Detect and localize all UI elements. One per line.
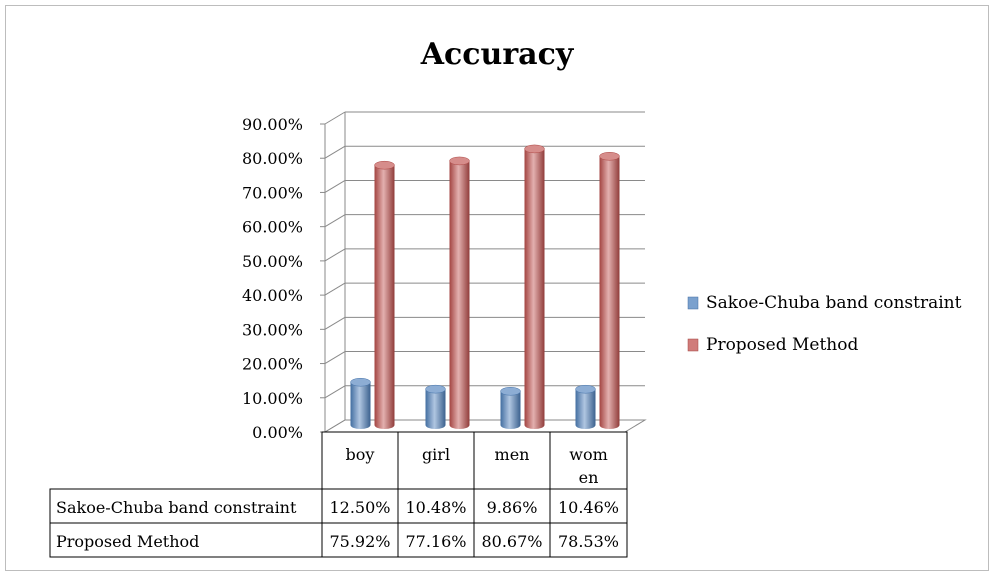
table-cell <box>549 522 628 558</box>
legend-swatch <box>687 338 699 352</box>
gridline-depth <box>324 214 346 228</box>
data-table: boy girl men wom en Sakoe-Chuba band constrai… <box>49 431 628 558</box>
bar <box>524 144 545 430</box>
legend-label: Proposed Method <box>706 335 858 355</box>
table-series-name: Sakoe-Chuba band constraint <box>56 498 297 517</box>
bar <box>500 387 521 429</box>
data-label: 77.16% <box>405 532 466 551</box>
chart-title: Accuracy <box>420 37 575 72</box>
data-label: 10.48% <box>405 498 466 517</box>
bar <box>425 384 446 429</box>
y-tick-label: 0.00% <box>252 423 303 442</box>
x-category-label: boy <box>346 445 375 464</box>
x-category-label: men <box>495 445 530 464</box>
y-tick-label: 50.00% <box>242 252 303 271</box>
data-label: 78.53% <box>558 532 619 551</box>
y-tick-label: 20.00% <box>242 355 303 374</box>
bar <box>575 384 596 429</box>
x-category-label: wom <box>569 445 608 464</box>
y-tick-label: 30.00% <box>242 320 303 339</box>
table-series-name: Proposed Method <box>56 532 199 551</box>
y-tick-label: 40.00% <box>242 286 303 305</box>
y-tick-label: 10.00% <box>242 389 303 408</box>
y-tick-label: 60.00% <box>242 218 303 237</box>
bar <box>449 156 470 429</box>
data-label: 9.86% <box>487 498 538 517</box>
y-tick-label: 80.00% <box>242 149 303 168</box>
plot-area <box>350 144 620 430</box>
x-category-label: girl <box>422 445 450 464</box>
y-tick-label: 70.00% <box>242 183 303 202</box>
gridline-depth <box>324 282 346 296</box>
gridline-depth <box>324 180 346 193</box>
chart-frame <box>5 5 989 571</box>
data-label: 80.67% <box>481 532 542 551</box>
gridline-depth <box>324 385 346 399</box>
data-label: 10.46% <box>558 498 619 517</box>
bar <box>350 377 371 429</box>
gridline-depth <box>324 351 346 364</box>
data-label: 12.50% <box>329 498 390 517</box>
data-label: 75.92% <box>329 532 390 551</box>
floor <box>323 419 647 433</box>
bar <box>599 152 620 430</box>
y-axis: 0.00% 10.00% 20.00% 30.00% 40.00% 50.00% 60.00… <box>242 115 326 442</box>
bar <box>374 160 395 430</box>
legend-swatch <box>687 296 699 310</box>
x-category-label: en <box>579 468 599 487</box>
gridline-depth <box>324 145 346 159</box>
legend: Sakoe-Chuba band constraint Proposed Meth… <box>687 293 962 355</box>
gridline-depth <box>324 111 346 125</box>
y-tick-label: 90.00% <box>242 115 303 134</box>
gridline-depth <box>324 316 346 330</box>
grid <box>323 111 647 433</box>
legend-label: Sakoe-Chuba band constraint <box>706 293 962 313</box>
gridline-depth <box>324 248 346 262</box>
